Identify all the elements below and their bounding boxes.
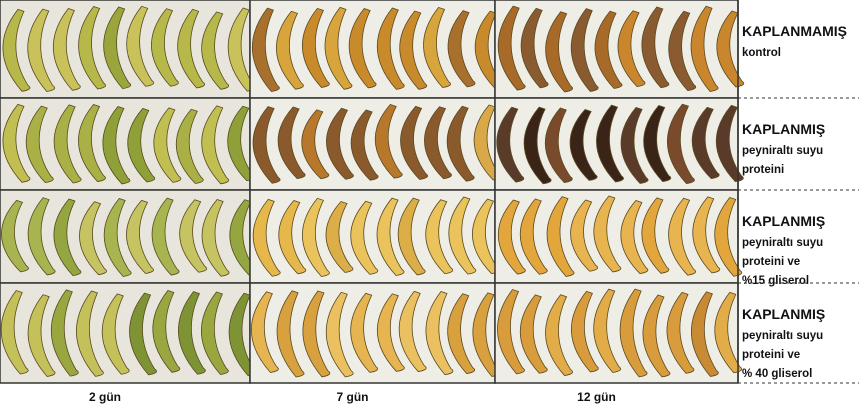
row-label-line: peyniraltı suyu [742,237,823,249]
column-label: 7 gün [337,390,369,404]
figure-canvas: KAPLANMAMIŞ kontrol KAPLANMIŞ peyniraltı su… [0,0,859,409]
row-title: KAPLANMAMIŞ [742,23,847,39]
column-label: 2 gün [89,390,121,404]
row-title: KAPLANMIŞ [742,306,825,322]
column-label: 12 gün [577,390,616,404]
row-title: KAPLANMIŞ [742,213,825,229]
row-label-line: kontrol [742,47,781,59]
row-label-line: %15 gliserol [742,275,809,287]
row-label-line: proteini ve [742,256,800,268]
row-label-line: proteini ve [742,349,800,361]
row-label-line: proteini [742,164,784,176]
row-title: KAPLANMIŞ [742,121,825,137]
row-label-line: % 40 gliserol [742,368,812,380]
figure: KAPLANMAMIŞ kontrol KAPLANMIŞ peyniraltı su… [0,0,859,409]
row-label-line: peyniraltı suyu [742,145,823,157]
row-label-line: peyniraltı suyu [742,330,823,342]
